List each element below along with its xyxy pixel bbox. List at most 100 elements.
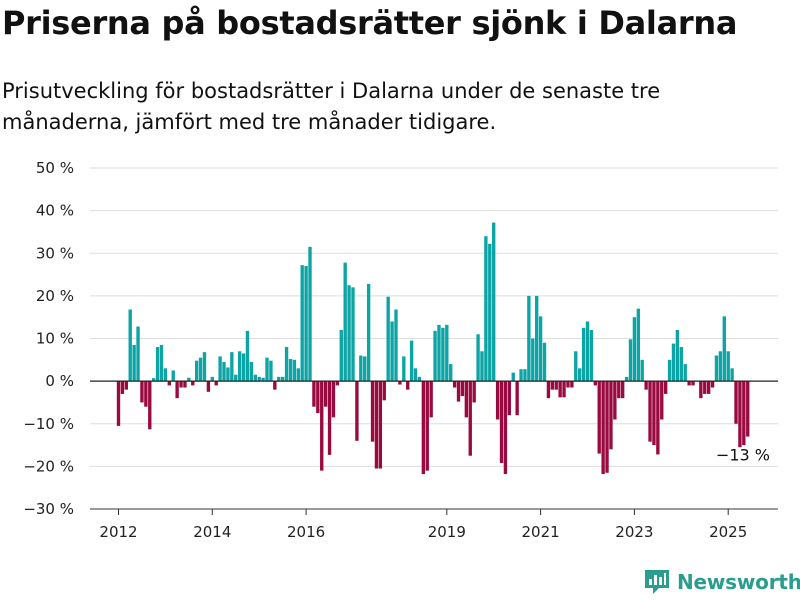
bar (296, 368, 300, 382)
bar (726, 351, 730, 382)
bar (660, 381, 664, 420)
bar (366, 283, 371, 382)
bar (597, 381, 601, 454)
bar (476, 334, 480, 382)
bar (683, 364, 687, 382)
bar (656, 381, 660, 455)
bar (468, 381, 472, 456)
bar (433, 330, 437, 382)
bar (382, 381, 386, 401)
bar (187, 377, 191, 382)
bar (222, 361, 226, 382)
bar (519, 369, 523, 382)
bar (140, 381, 144, 403)
bar (343, 262, 347, 382)
bar (609, 381, 613, 450)
bar (730, 368, 734, 382)
bar (406, 381, 410, 390)
bar (710, 381, 715, 388)
bar (234, 374, 238, 382)
bar (355, 381, 359, 441)
bar (671, 343, 676, 382)
bar (460, 381, 465, 397)
bar (675, 329, 680, 382)
bar (237, 351, 242, 382)
bar (703, 381, 707, 394)
bar (316, 381, 320, 414)
bar (691, 381, 695, 386)
annotations: −13 % (716, 446, 770, 465)
bar (245, 330, 250, 382)
bar (714, 355, 719, 382)
bar (320, 381, 324, 471)
bar (578, 368, 582, 382)
bar (288, 358, 293, 382)
bar (613, 381, 617, 420)
bar (116, 381, 121, 426)
chart-subtitle: Prisutveckling för bostadsrätter i Dalar… (2, 79, 661, 134)
bar (171, 370, 175, 382)
bar (464, 381, 469, 418)
y-tick-label: 50 % (36, 159, 74, 177)
bar (292, 359, 297, 382)
y-tick-label: −30 % (23, 500, 74, 518)
bar (351, 287, 355, 382)
bar (542, 342, 547, 382)
x-axis-ticks: 2012 2014 2016 2019 2021 2023 2025 (99, 509, 747, 541)
bar (699, 381, 703, 399)
bar (636, 308, 640, 382)
bar (628, 339, 633, 382)
bar (183, 381, 187, 388)
bar (241, 353, 246, 382)
bar (593, 381, 597, 386)
brand-logo: Newsworthy (643, 568, 800, 596)
bar (734, 381, 738, 424)
bar (492, 222, 496, 382)
bar (413, 368, 418, 382)
bar (624, 376, 629, 382)
bar (218, 356, 222, 382)
bar (409, 340, 414, 382)
bar (226, 367, 230, 382)
bar (198, 357, 203, 382)
bar (120, 381, 125, 394)
bar (273, 381, 277, 390)
bar (499, 381, 504, 463)
bar (277, 376, 281, 382)
bar (331, 381, 336, 418)
bar (550, 381, 554, 390)
x-tick-label: 2021 (522, 523, 560, 541)
bar (128, 309, 132, 382)
x-tick-label: 2016 (287, 523, 325, 541)
bar (144, 381, 148, 407)
bar (402, 356, 406, 382)
bar (148, 381, 152, 430)
brand-name: Newsworthy (677, 570, 800, 594)
bar (265, 357, 269, 382)
bar (722, 316, 726, 382)
bar (644, 381, 648, 390)
bar (554, 381, 558, 390)
bar (398, 381, 402, 385)
bar (261, 377, 265, 382)
bar (202, 352, 207, 382)
bar (535, 295, 539, 382)
bar (511, 372, 515, 382)
bar (394, 309, 398, 382)
bar (378, 381, 383, 469)
bar (523, 369, 527, 382)
bar (538, 316, 543, 382)
bar (503, 381, 508, 475)
bar (640, 359, 644, 382)
chart-title: Priserna på bostadsrätter sjönk i Dalarn… (2, 4, 738, 42)
y-tick-label: −20 % (23, 457, 74, 475)
bar (249, 361, 254, 382)
bar (335, 381, 340, 386)
bar (746, 381, 750, 437)
bar (194, 360, 199, 382)
y-tick-label: 40 % (36, 202, 74, 220)
bar (706, 381, 711, 394)
bar (175, 381, 179, 399)
bar (300, 265, 304, 382)
bar (581, 327, 586, 382)
